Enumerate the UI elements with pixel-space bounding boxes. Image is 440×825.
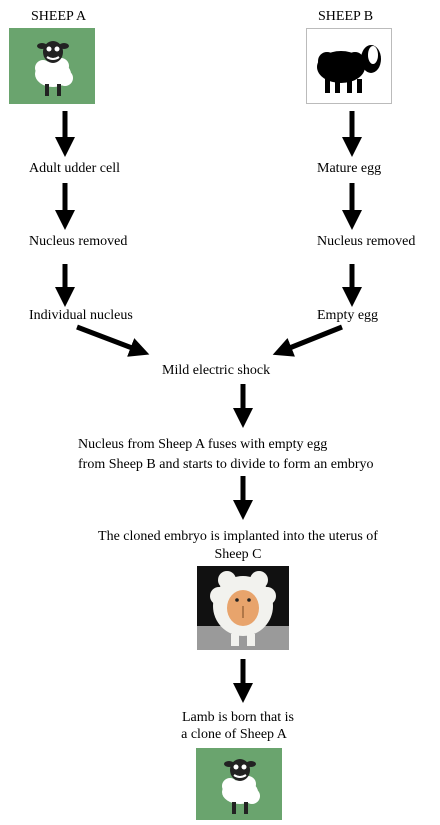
sheep-b-label: SHEEP B xyxy=(318,9,374,24)
sheep-b-image xyxy=(306,28,392,104)
lamb-image xyxy=(196,748,282,820)
sheep-c-image xyxy=(197,566,289,650)
electric-shock-label: Mild electric shock xyxy=(162,363,271,378)
sheep-a-step-1: Adult udder cell xyxy=(29,161,120,176)
fusion-text-line-2: from Sheep B and starts to divide to for… xyxy=(78,457,374,472)
sheep-a-label: SHEEP A xyxy=(31,9,87,24)
sheep-a-step-3: Individual nucleus xyxy=(29,308,133,323)
lamb-born-line-1: Lamb is born that is xyxy=(182,710,294,725)
sheep-a-image xyxy=(9,28,95,104)
fusion-text-line-1: Nucleus from Sheep A fuses with empty eg… xyxy=(78,437,328,452)
sheep-b-step-2: Nucleus removed xyxy=(317,234,416,249)
sheep-a-step-2: Nucleus removed xyxy=(29,234,128,249)
implant-text-line-2: Sheep C xyxy=(214,547,262,562)
arrow-merge-right xyxy=(272,324,343,357)
arrow-merge-left xyxy=(76,324,150,357)
sheep-b-step-3: Empty egg xyxy=(317,308,379,323)
implant-text-line-1: The cloned embryo is implanted into the … xyxy=(98,529,378,544)
sheep-b-step-1: Mature egg xyxy=(317,161,382,176)
lamb-born-line-2: a clone of Sheep A xyxy=(181,727,287,742)
